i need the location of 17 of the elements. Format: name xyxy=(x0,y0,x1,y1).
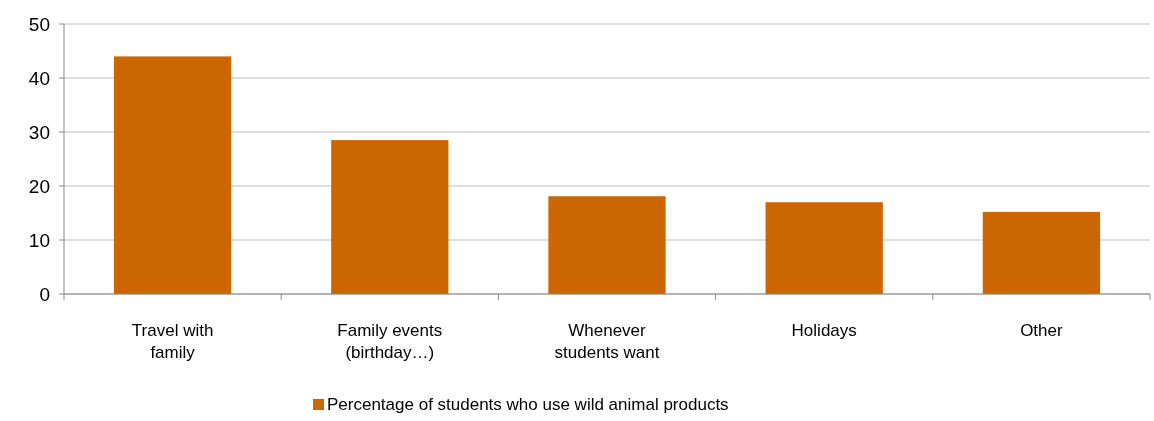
x-tick-label: Travel with family xyxy=(131,321,214,362)
bar xyxy=(982,211,1101,294)
y-tick-label: 10 xyxy=(28,229,50,251)
bar xyxy=(113,56,232,294)
x-tick-label: Other xyxy=(1020,321,1063,340)
y-tick-label: 20 xyxy=(28,175,50,197)
bar xyxy=(331,140,449,294)
legend-label: Percentage of students who use wild animal products xyxy=(327,395,729,414)
x-tick-label: Holidays xyxy=(791,321,857,340)
x-tick-label: Family events (birthday…) xyxy=(337,321,443,362)
bar xyxy=(765,202,883,294)
y-tick-label: 30 xyxy=(28,121,50,143)
y-tick-label: 40 xyxy=(28,67,50,89)
y-tick-label: 0 xyxy=(39,283,50,305)
y-tick-label: 50 xyxy=(28,13,50,35)
x-tick-label: Whenever students want xyxy=(554,321,660,362)
bar xyxy=(548,196,666,294)
